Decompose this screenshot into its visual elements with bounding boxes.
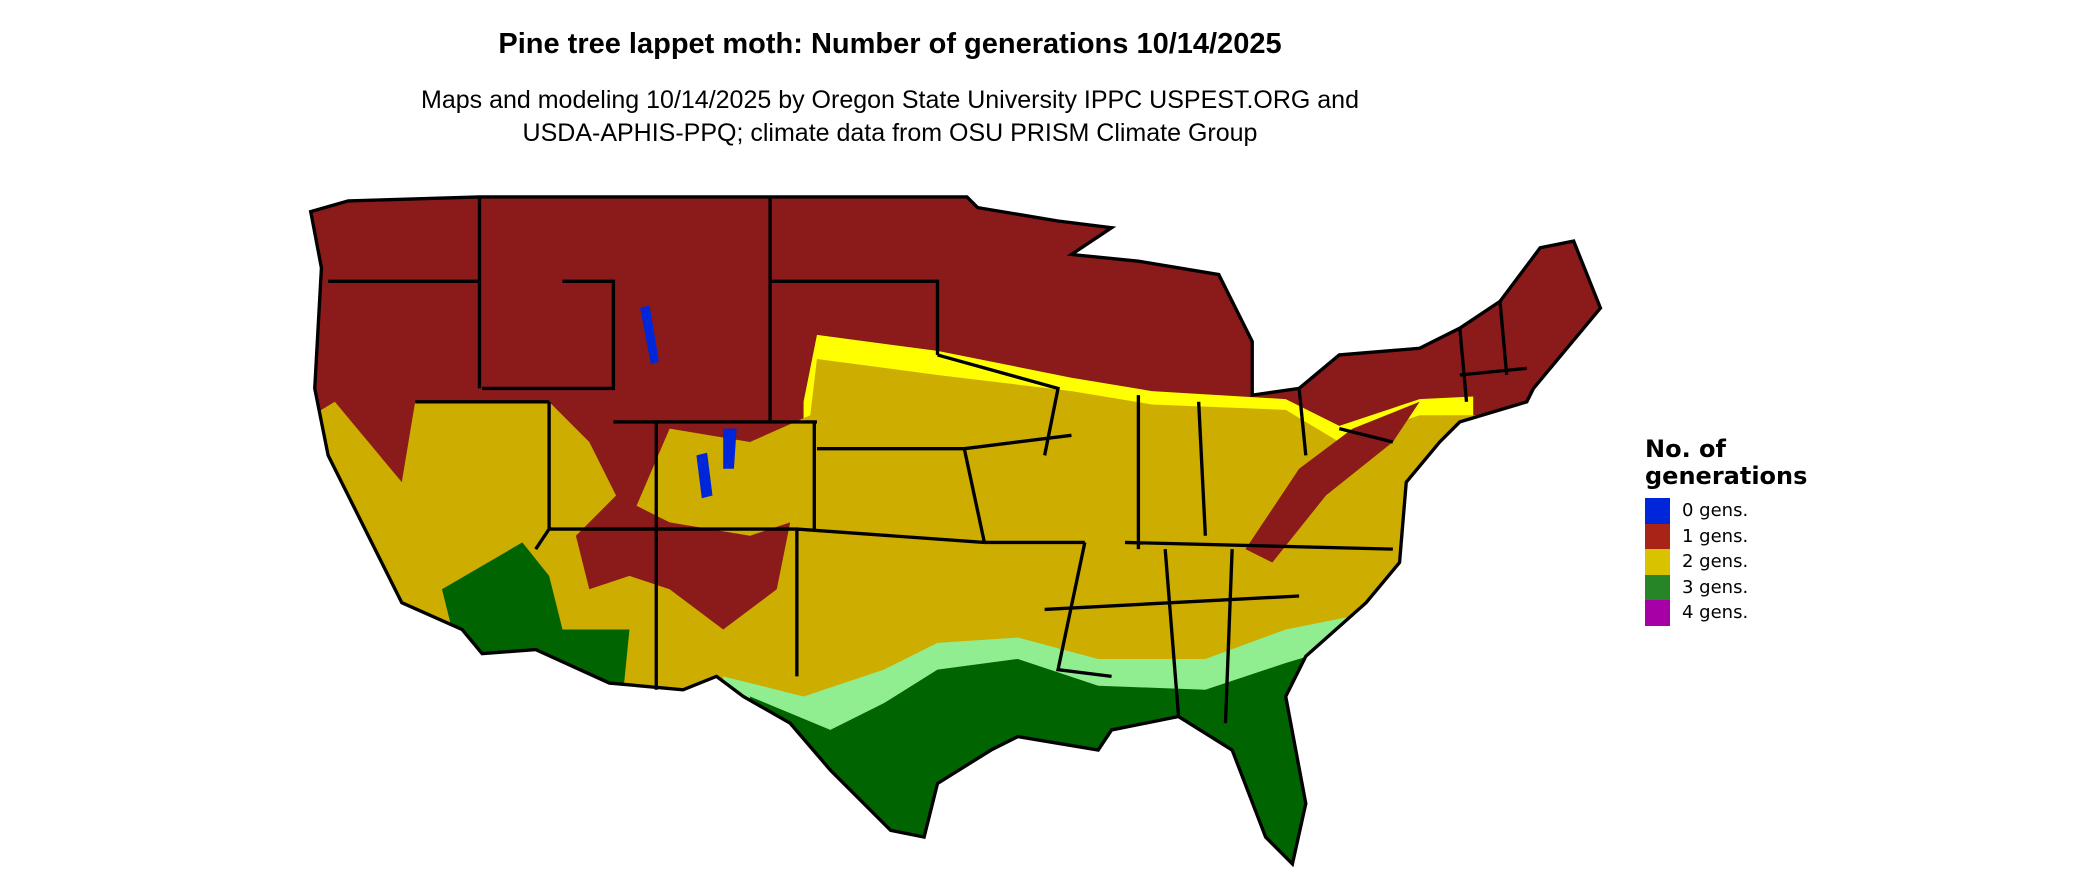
- legend-label: 2 gens.: [1682, 551, 1749, 573]
- legend: No. of generations 0 gens. 1 gens. 2 gen…: [1645, 436, 1807, 626]
- legend-swatch: [1645, 574, 1670, 600]
- legend-item-3-gens: 3 gens.: [1645, 574, 1807, 600]
- legend-swatch: [1645, 600, 1670, 626]
- legend-title-line-1: No. of: [1645, 435, 1726, 463]
- legend-swatch: [1645, 549, 1670, 575]
- map-subtitle: Maps and modeling 10/14/2025 by Oregon S…: [0, 84, 1780, 150]
- legend-item-4-gens: 4 gens.: [1645, 600, 1807, 626]
- subtitle-line-1: Maps and modeling 10/14/2025 by Oregon S…: [421, 86, 1359, 114]
- legend-swatch: [1645, 498, 1670, 524]
- legend-item-1-gens: 1 gens.: [1645, 523, 1807, 549]
- legend-item-2-gens: 2 gens.: [1645, 549, 1807, 575]
- legend-swatch: [1645, 523, 1670, 549]
- legend-label: 3 gens.: [1682, 576, 1749, 598]
- legend-label: 4 gens.: [1682, 602, 1749, 624]
- legend-item-0-gens: 0 gens.: [1645, 498, 1807, 524]
- legend-label: 0 gens.: [1682, 500, 1749, 522]
- subtitle-line-2: USDA-APHIS-PPQ; climate data from OSU PR…: [522, 119, 1258, 147]
- zone-one-generation-appalachian: [1245, 401, 1420, 563]
- legend-title-line-2: generations: [1645, 462, 1808, 490]
- legend-label: 1 gens.: [1682, 525, 1749, 547]
- state-borders: [309, 195, 1603, 866]
- map-title: Pine tree lappet moth: Number of generat…: [498, 28, 1282, 60]
- zone-zero-generations-rockies: [640, 305, 737, 499]
- legend-title: No. of generations: [1645, 436, 1807, 490]
